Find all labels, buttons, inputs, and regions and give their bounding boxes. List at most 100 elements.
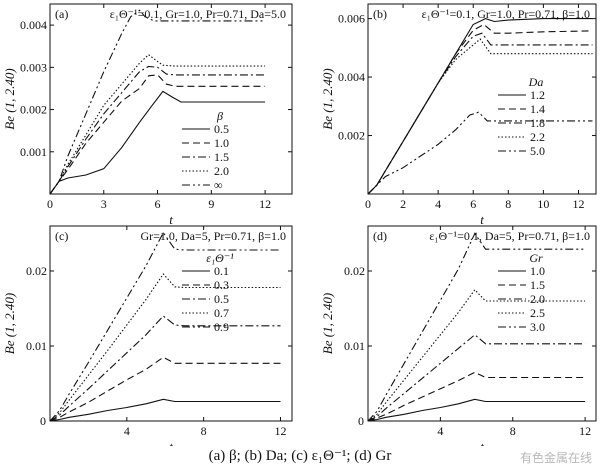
series-line-3.0 bbox=[367, 232, 586, 422]
legend-entry: 1.0 bbox=[530, 264, 545, 278]
chart-title: ε₁Θ⁻¹=0.1, Gr=1.0, Pr=0.71, Da=5.0 bbox=[110, 7, 286, 21]
x-tick-label: 4 bbox=[124, 424, 130, 438]
series-line-1.5 bbox=[367, 371, 586, 422]
panel-label: (a) bbox=[55, 7, 68, 21]
x-tick-label: 8 bbox=[505, 197, 511, 211]
y-tick-label: 0.002 bbox=[338, 129, 365, 143]
figure-caption: (a) β; (b) Da; (c) ε₁Θ⁻¹; (d) Gr bbox=[208, 448, 392, 464]
x-tick-label: 12 bbox=[259, 197, 271, 211]
chart-panel-1: 0 3 6 9 12 0.001 0.002 0.003 0.004 t Be (1, 2.40) (… bbox=[2, 3, 293, 227]
legend-entry: 0.3 bbox=[214, 278, 229, 292]
legend: ε₁Θ⁻¹0.10.30.50.70.9 bbox=[182, 251, 234, 334]
legend-title: ε₁Θ⁻¹ bbox=[206, 251, 234, 265]
x-axis-label: t bbox=[169, 439, 173, 446]
x-tick-label: 12 bbox=[572, 197, 584, 211]
series-line-∞ bbox=[49, 9, 266, 195]
legend-entry: 0.1 bbox=[214, 264, 229, 278]
y-axis-label: Be (1, 2.40) bbox=[320, 293, 335, 354]
legend-entry: 0.5 bbox=[214, 122, 229, 136]
series-line-1.0 bbox=[367, 398, 586, 422]
panel-label: (d) bbox=[373, 229, 387, 243]
legend-entry: 1.5 bbox=[530, 278, 545, 292]
series-line-0.9 bbox=[49, 231, 281, 422]
legend-entry: 1.5 bbox=[214, 150, 229, 164]
legend-title: Da bbox=[528, 75, 544, 89]
legend-title: Gr bbox=[529, 251, 543, 265]
legend-entry: 0.7 bbox=[214, 306, 229, 320]
panel-label: (b) bbox=[373, 7, 387, 21]
series-line-1.2 bbox=[367, 18, 593, 195]
x-tick-label: 6 bbox=[470, 197, 476, 211]
chart-panel-4: 4 8 12 0.01 0.02 0 t Be (1, 2.40) (d) ε₁Θ⁻¹=0.1, … bbox=[320, 225, 597, 446]
x-tick-label: 0 bbox=[365, 197, 371, 211]
y-tick-label: 0.003 bbox=[20, 60, 47, 74]
series-line-0.1 bbox=[49, 398, 281, 422]
legend-entry: 1.8 bbox=[530, 116, 545, 130]
legend-entry: 1.4 bbox=[530, 102, 545, 116]
x-axis-label: t bbox=[169, 212, 173, 227]
chart-title: Gr=1.0, Da=5, Pr=0.71, β=1.0 bbox=[141, 229, 287, 243]
legend-entry: 3.0 bbox=[530, 320, 545, 334]
x-axis-label: t bbox=[480, 212, 484, 227]
legend-entry: 1.0 bbox=[214, 136, 229, 150]
x-tick-label: 12 bbox=[579, 424, 591, 438]
series-line-0.5 bbox=[49, 90, 266, 195]
x-tick-label: 4 bbox=[437, 424, 443, 438]
chart-title: ε₁Θ⁻¹=0.1, Da=5, Pr=0.71, β=1.0 bbox=[429, 229, 590, 243]
series-line-1.8 bbox=[367, 32, 593, 195]
y-tick-label: 0.02 bbox=[344, 264, 365, 278]
series-line-1.0 bbox=[49, 74, 266, 195]
series-line-2.0 bbox=[367, 334, 586, 422]
legend-entry: 2.0 bbox=[530, 292, 545, 306]
legend: Gr1.01.52.02.53.0 bbox=[498, 251, 545, 334]
series-line-0.7 bbox=[49, 273, 281, 422]
x-tick-label: 3 bbox=[101, 197, 107, 211]
chart-panel-3: 4 8 12 0.01 0.02 0 t Be (1, 2.40) (c) Gr=1.0, Da=… bbox=[2, 225, 293, 446]
legend-entry: 1.2 bbox=[530, 88, 545, 102]
legend-entry: 0.5 bbox=[214, 292, 229, 306]
x-axis-label: t bbox=[480, 439, 484, 446]
watermark: 有色金属在线 bbox=[519, 451, 592, 465]
x-tick-label: 9 bbox=[208, 197, 214, 211]
legend-title: β bbox=[216, 109, 223, 123]
x-tick-label: 0 bbox=[47, 197, 53, 211]
legend-entry: ∞ bbox=[214, 178, 223, 192]
y-tick-label: 0.006 bbox=[338, 12, 365, 26]
x-tick-label: 4 bbox=[435, 197, 441, 211]
y-tick-label: 0.01 bbox=[344, 339, 365, 353]
series-line-2.2 bbox=[367, 38, 593, 195]
origin-label: 0 bbox=[358, 414, 364, 428]
series-line-0.3 bbox=[49, 356, 281, 422]
series-line-2.0 bbox=[49, 53, 266, 195]
y-tick-label: 0.01 bbox=[26, 339, 47, 353]
y-tick-label: 0.004 bbox=[338, 70, 365, 84]
plot-frame bbox=[367, 3, 597, 195]
x-tick-label: 8 bbox=[201, 424, 207, 438]
series-line-5.0 bbox=[367, 111, 593, 195]
chart-panel-2: 0 2 4 6 8 10 12 0.002 0.004 0.006 t Be (1, 2.40) (b)… bbox=[320, 3, 597, 227]
y-tick-label: 0.001 bbox=[20, 145, 47, 159]
origin-label: 0 bbox=[40, 414, 46, 428]
y-axis-label: Be (1, 2.40) bbox=[320, 68, 335, 129]
legend-entry: 0.9 bbox=[214, 320, 229, 334]
plot-frame bbox=[367, 225, 597, 422]
legend-entry: 2.5 bbox=[530, 306, 545, 320]
x-tick-label: 8 bbox=[510, 424, 516, 438]
series-line-1.4 bbox=[367, 23, 593, 195]
x-tick-label: 6 bbox=[155, 197, 161, 211]
legend: Da1.21.41.82.25.0 bbox=[498, 75, 545, 158]
x-tick-label: 2 bbox=[400, 197, 406, 211]
y-axis-label: Be (1, 2.40) bbox=[2, 293, 17, 354]
plot-frame bbox=[49, 3, 293, 195]
legend-entry: 5.0 bbox=[530, 144, 545, 158]
legend-entry: 2.0 bbox=[214, 164, 229, 178]
y-axis-label: Be (1, 2.40) bbox=[2, 68, 17, 129]
chart-title: ε₁Θ⁻¹=0.1, Gr=1.0, Pr=0.71, β=1.0 bbox=[422, 7, 590, 21]
x-tick-label: 12 bbox=[274, 424, 286, 438]
y-tick-label: 0.02 bbox=[26, 264, 47, 278]
y-tick-label: 0.004 bbox=[20, 18, 47, 32]
x-tick-label: 10 bbox=[537, 197, 549, 211]
plot-frame bbox=[49, 225, 293, 422]
panel-label: (c) bbox=[55, 229, 68, 243]
series-line-1.5 bbox=[49, 65, 266, 195]
